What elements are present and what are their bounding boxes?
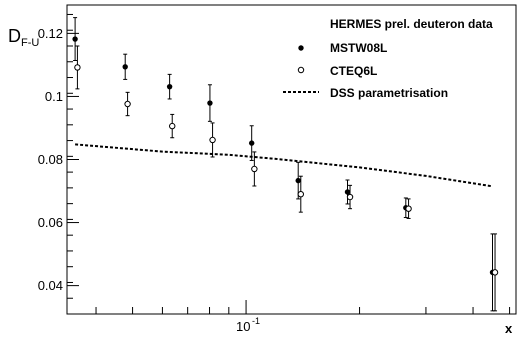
data-points-group bbox=[72, 17, 499, 312]
cteq6l-point bbox=[405, 205, 412, 212]
cteq6l-point bbox=[74, 64, 81, 71]
dss-curve-line bbox=[75, 143, 493, 188]
mstw08l-point bbox=[295, 177, 301, 184]
legend-label-dss: DSS parametrisation bbox=[330, 86, 448, 100]
y-axis: 0.04 0.06 0.08 0.1 0.12 bbox=[38, 13, 79, 315]
y-tick-label: 0.04 bbox=[38, 278, 63, 293]
legend-label-mstw08l: MSTW08L bbox=[330, 41, 387, 55]
x-axis-label: x bbox=[505, 321, 513, 336]
cteq6l-point bbox=[169, 122, 176, 130]
mstw08l-point bbox=[248, 140, 255, 146]
y-axis-label-main: D bbox=[8, 26, 21, 46]
mstw08l-point bbox=[122, 64, 128, 70]
mstw08l-point bbox=[344, 189, 351, 195]
cteq6l-point bbox=[346, 193, 354, 201]
y-tick-label: 0.08 bbox=[38, 152, 63, 167]
y-tick-label: 0.12 bbox=[38, 26, 63, 41]
cteq6l-point bbox=[209, 136, 216, 144]
x-axis: 10 -1 bbox=[95, 300, 511, 334]
cteq6l-point bbox=[297, 190, 305, 198]
mstw08l-point bbox=[72, 36, 78, 42]
cteq6l-point bbox=[491, 269, 499, 276]
legend-marker-cteq6l bbox=[297, 66, 305, 74]
x-tick-label: 10 bbox=[236, 319, 250, 334]
y-tick-label: 0.1 bbox=[45, 89, 63, 104]
cteq6l-point bbox=[251, 165, 258, 173]
y-axis-label-subscript: F-U bbox=[21, 37, 39, 49]
y-tick-label: 0.06 bbox=[38, 215, 63, 230]
y-axis-label: DF-U bbox=[8, 26, 39, 49]
legend-label-cteq6l: CTEQ6L bbox=[330, 64, 377, 78]
mstw08l-point bbox=[207, 100, 213, 106]
cteq6l-point bbox=[124, 100, 131, 108]
dss-curve-group bbox=[75, 143, 493, 188]
mstw08l-point bbox=[166, 83, 173, 90]
legend: HERMES prel. deuteron data MSTW08L CTEQ6… bbox=[283, 17, 493, 100]
legend-title: HERMES prel. deuteron data bbox=[330, 17, 493, 31]
x-tick-label-exponent: -1 bbox=[252, 316, 260, 326]
legend-marker-mstw08l bbox=[298, 45, 304, 51]
